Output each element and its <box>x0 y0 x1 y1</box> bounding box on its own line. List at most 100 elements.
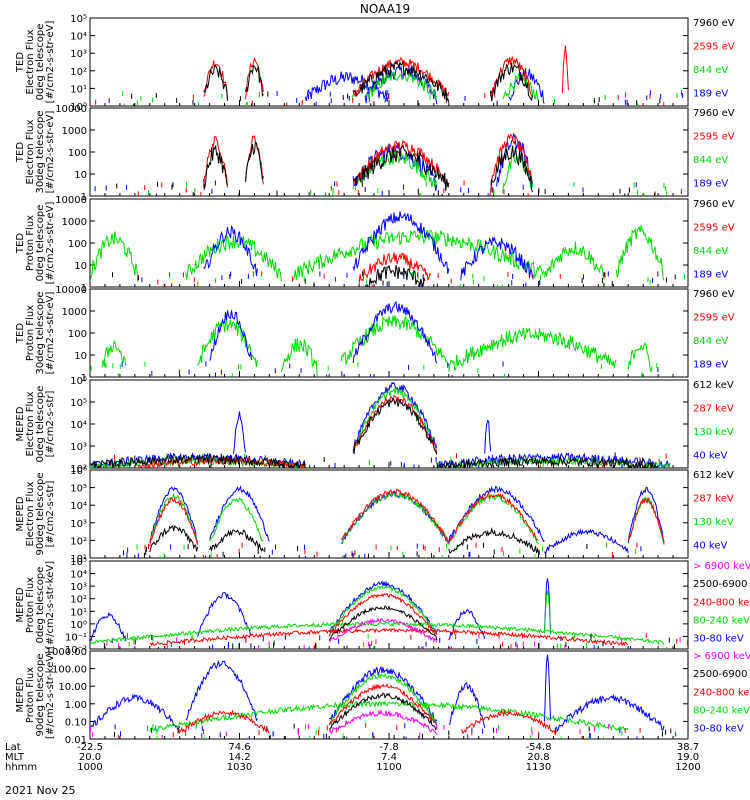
y-tick-label: 10⁰ <box>70 620 87 631</box>
y-tick-label: 10⁵ <box>70 398 87 409</box>
series-line <box>460 708 557 736</box>
y-tick-label: 10² <box>70 67 87 78</box>
series-line <box>627 341 653 372</box>
series-line <box>328 692 438 731</box>
series-red <box>144 488 665 558</box>
legend-entry: 7960 eV <box>693 289 735 300</box>
y-tick-label: 10¹ <box>70 554 87 565</box>
series-line <box>544 241 605 280</box>
legend-entry: 2595 eV <box>693 313 735 324</box>
series-line <box>245 57 264 100</box>
legend-entry: 30-80 keV <box>693 724 744 735</box>
y-tick-label: 10 <box>74 351 87 362</box>
series-line <box>364 264 426 287</box>
series-line <box>352 144 450 192</box>
series-line <box>490 145 533 193</box>
legend-entry: 7960 eV <box>693 18 735 29</box>
y-axis-label: MEPEDProton Flux0deg telescope[#/cm2-s-s… <box>15 561 56 649</box>
series-line <box>149 497 199 547</box>
series-line <box>197 592 252 637</box>
series-line <box>484 419 492 454</box>
series-line <box>328 585 438 636</box>
chart-panel-6: 10¹ 10² 10³ 10⁴ 10⁵ 10⁶ MEPEDElectron Flux90de… <box>15 466 734 565</box>
y-tick-label: 10¹ <box>70 84 87 95</box>
legend-entry: 40 keV <box>693 451 727 462</box>
y-axis-label: MEPEDElectron Flux90deg telescope[#/cm2-… <box>15 472 56 555</box>
series-black <box>111 264 676 287</box>
legend-entry: 30-80 keV <box>693 634 744 645</box>
series-line <box>448 327 617 373</box>
y-tick-label: 0.10 <box>65 717 87 728</box>
legend-entry: 612 keV <box>693 380 734 391</box>
footer-lat: -7.8 <box>379 742 399 753</box>
series-magenta <box>106 617 681 649</box>
footer-lat: 38.7 <box>677 742 699 753</box>
series-line <box>340 315 450 369</box>
series-line <box>328 592 438 637</box>
legend-entry: 2500-6900 <box>693 669 748 680</box>
series-line <box>436 457 671 468</box>
series-line <box>209 529 264 553</box>
series-line <box>209 497 264 542</box>
series-line <box>448 485 545 544</box>
series-line <box>329 617 438 643</box>
series-line <box>185 659 258 722</box>
series-line <box>90 454 306 468</box>
y-tick-label: 1000 <box>62 217 87 228</box>
legend-entry: 80-240 keV <box>693 706 750 717</box>
series-line <box>328 665 438 724</box>
y-tick-label: 10000 <box>55 195 87 206</box>
series-line <box>245 141 264 182</box>
page-title: NOAA19 <box>360 2 410 16</box>
series-line <box>627 486 665 544</box>
y-tick-label: 100 <box>68 239 87 250</box>
series-red <box>117 683 676 739</box>
legend-entry: 240-800 keV <box>693 687 750 698</box>
series-line <box>358 252 432 284</box>
plot-frame <box>89 469 689 559</box>
series-line <box>555 693 665 733</box>
legend-entry: 7960 eV <box>693 199 735 210</box>
footer-mlt: 14.2 <box>228 752 250 763</box>
legend-entry: 130 keV <box>693 427 734 438</box>
series-line <box>544 654 551 722</box>
series-line <box>328 672 438 726</box>
series-line <box>436 455 659 468</box>
legend-entry: 189 eV <box>693 179 728 190</box>
footer-hhmm: 1100 <box>376 762 401 773</box>
y-tick-label: 10³ <box>70 519 87 530</box>
series-line <box>352 60 450 103</box>
footer-mlt: 20.0 <box>79 752 101 763</box>
series-line <box>352 387 438 449</box>
series-line <box>490 133 533 185</box>
y-tick-label: 10⁻² <box>65 645 87 656</box>
series-line <box>352 211 450 274</box>
y-tick-label: 1000.00 <box>46 647 87 658</box>
legend-entry: 80-240 keV <box>693 616 750 627</box>
series-line <box>328 605 438 641</box>
y-tick-label: 1000 <box>62 126 87 137</box>
y-tick-label: 10⁵ <box>70 484 87 495</box>
series-line <box>203 225 258 277</box>
series-line <box>352 397 438 455</box>
series-line <box>340 488 449 543</box>
series-line <box>90 611 127 642</box>
series-line <box>149 524 199 553</box>
y-tick-label: 100.00 <box>52 665 87 676</box>
plot-frame <box>89 17 689 107</box>
y-tick-label: 10000 <box>55 285 87 296</box>
series-line <box>561 45 569 94</box>
series-line <box>90 231 139 282</box>
series-line <box>203 136 228 188</box>
y-tick-label: 10000 <box>55 104 87 115</box>
footer-hhmm: 1130 <box>526 762 551 773</box>
y-tick-label: 10⁰ <box>70 102 87 113</box>
series-line <box>496 133 533 187</box>
series-line <box>448 527 539 554</box>
series-line <box>203 64 228 101</box>
series-line <box>328 683 438 727</box>
legend-entry: > 6900 keV <box>693 651 750 662</box>
series-line <box>179 709 270 734</box>
series-green <box>90 224 686 287</box>
